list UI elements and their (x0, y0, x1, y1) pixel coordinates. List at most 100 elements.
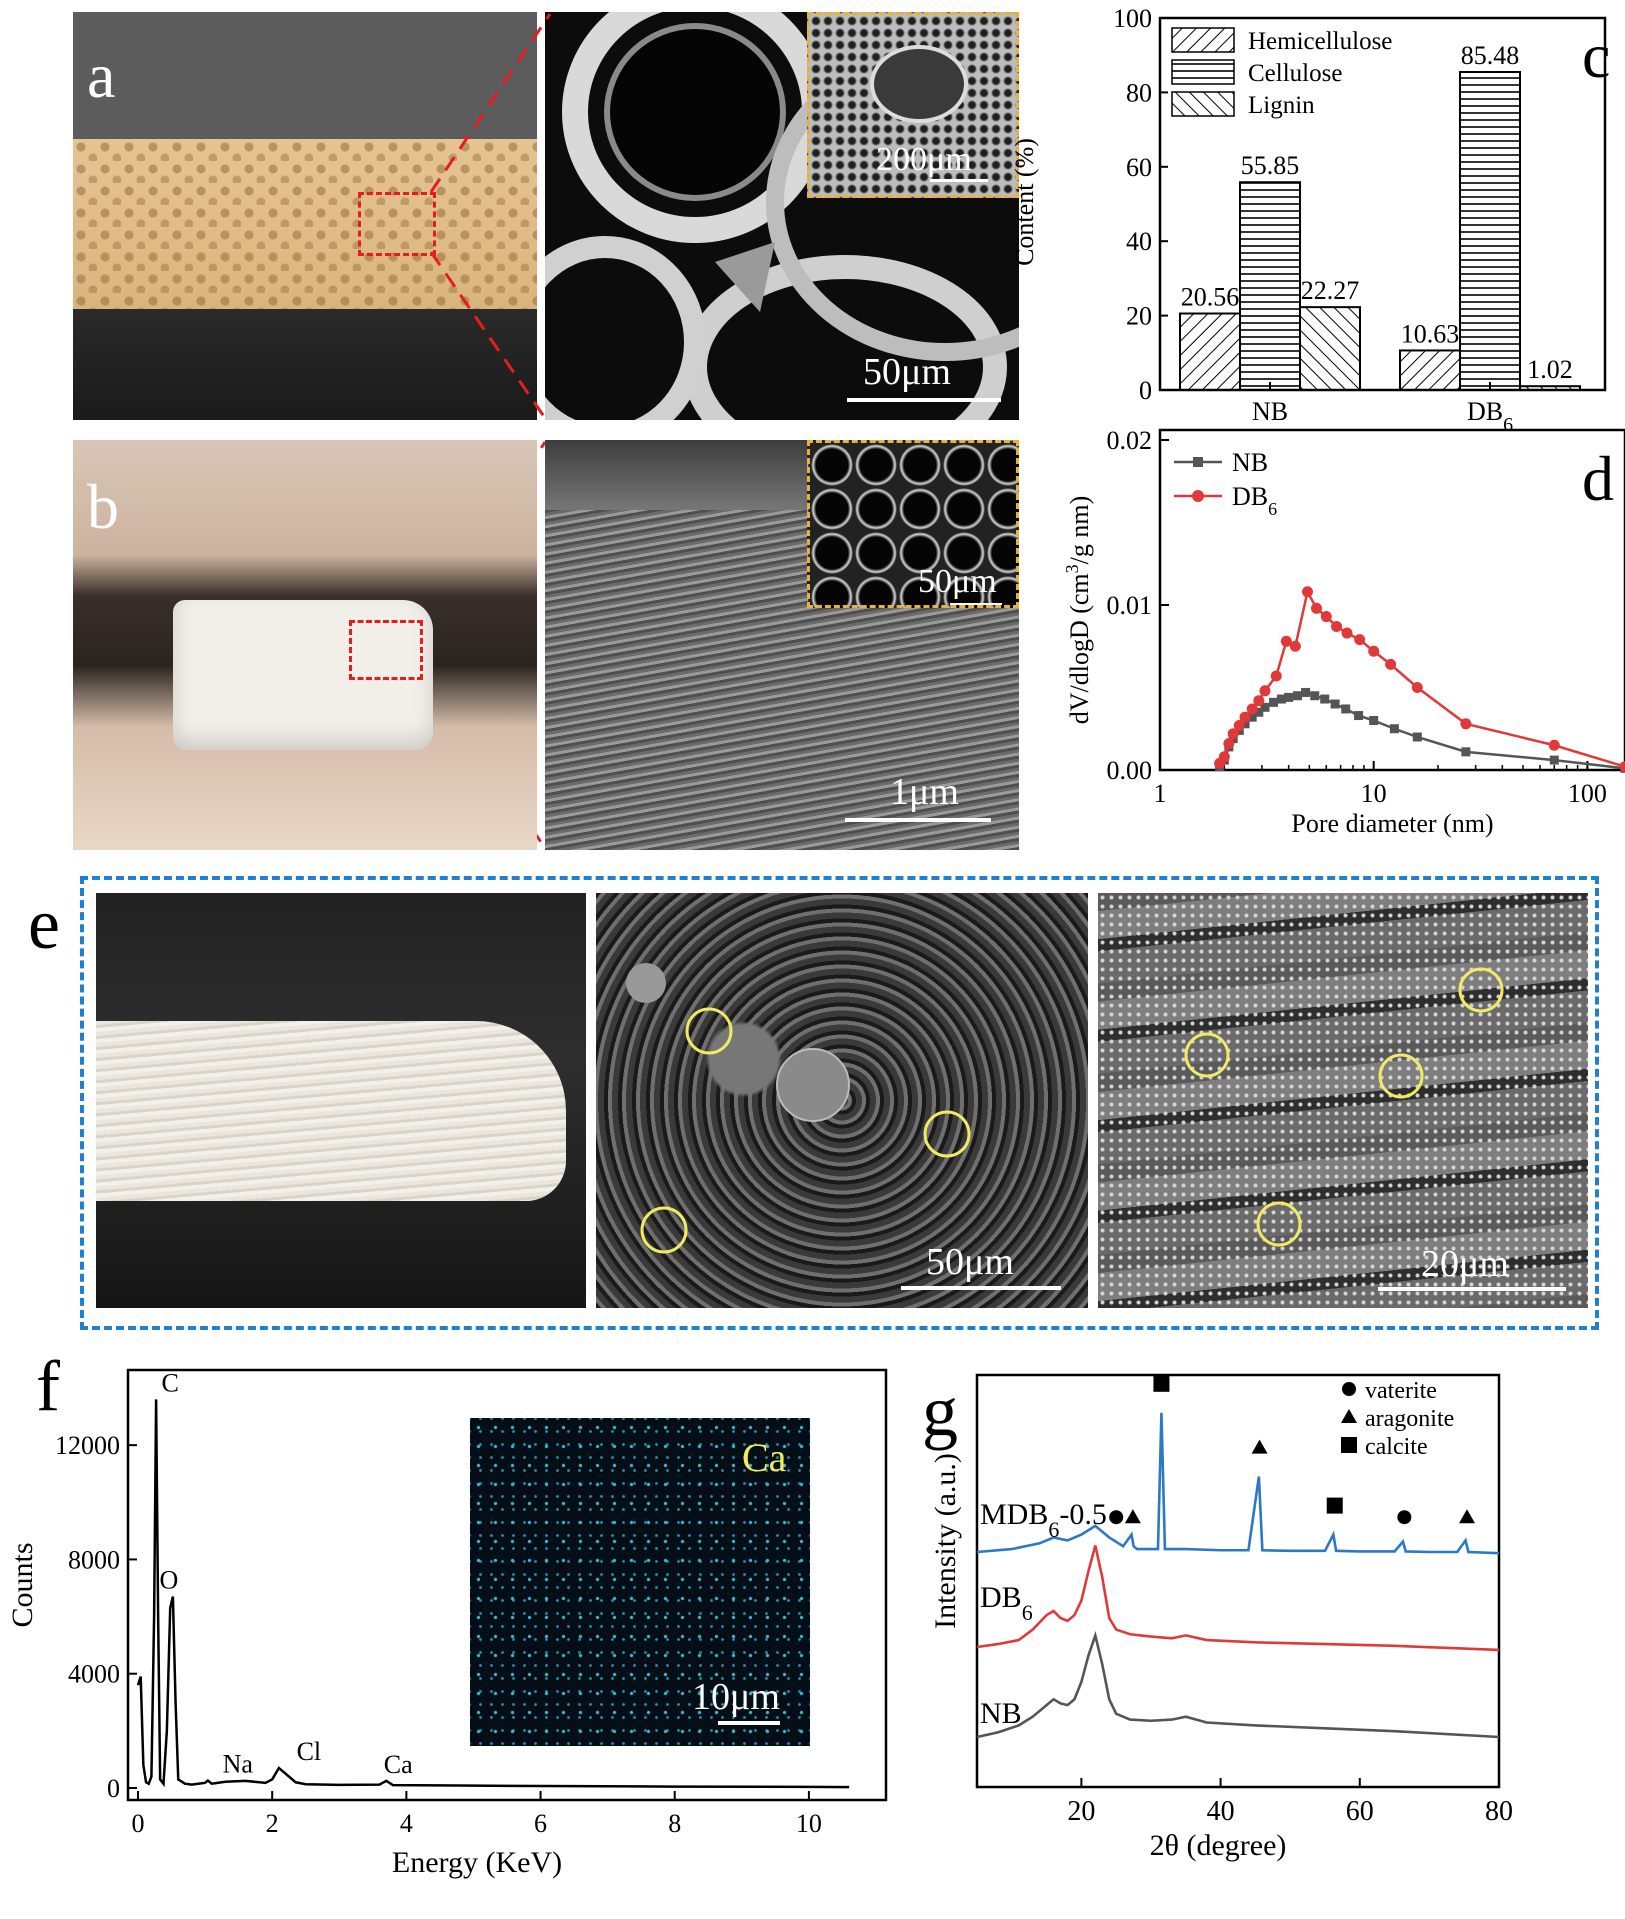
data-point-db6 (1548, 739, 1560, 751)
data-point-db6 (1368, 645, 1380, 657)
panel-b-sem: 50μm 1μm (545, 440, 1019, 850)
y-tick-label: 0 (1139, 376, 1152, 405)
y-tick-label: 80 (1126, 78, 1152, 107)
data-point-db6 (1331, 620, 1343, 632)
bar-cellulose-nb (1239, 181, 1301, 391)
aragonite-marker (1124, 1509, 1141, 1524)
panel-f-letter: f (36, 1346, 60, 1426)
data-point-nb (1341, 704, 1351, 714)
data-point-nb (1354, 711, 1364, 721)
plot-frame (1158, 16, 1607, 392)
y-tick-label: 0.02 (1107, 426, 1153, 455)
plot-frame (1158, 428, 1625, 772)
vaterite-marker (1109, 1510, 1124, 1525)
map-scale-bar (718, 1721, 780, 1725)
bar-value-label: 10.63 (1401, 319, 1460, 348)
x-tick-label: NB (1252, 397, 1288, 426)
y-axis-label: dV/dlogD (cm3/g nm) (1062, 496, 1094, 725)
x-tick-label: 20 (1067, 1796, 1095, 1827)
data-point-db6 (1223, 738, 1235, 750)
y-tick-label: 0 (107, 1774, 120, 1803)
c-ylabel-html: Content (%) (1010, 138, 1039, 266)
sem-scale-label: 20μm (1421, 1243, 1509, 1285)
ca-map: Ca 10μm (470, 1418, 810, 1746)
sem-scale-bar (1378, 1287, 1566, 1291)
data-point-nb (1284, 692, 1294, 702)
inset-scale-label: 50μm (918, 563, 997, 600)
series-label-db6: DB6 (980, 1581, 1033, 1625)
data-point-db6 (1246, 703, 1258, 715)
calcite-marker (1341, 1437, 1357, 1453)
y-axis-label: Counts (6, 1542, 39, 1627)
fiber-bundle (96, 1021, 566, 1201)
data-point-db6 (1218, 751, 1230, 763)
highlight-circles (640, 1007, 971, 1254)
aragonite-marker (1341, 1409, 1357, 1423)
x-tick-label: DB6 (1467, 397, 1513, 430)
data-point-db6 (1341, 627, 1353, 639)
data-point-nb (1369, 716, 1379, 725)
legend-swatch (1171, 27, 1235, 53)
calcite-marker (1153, 1375, 1170, 1392)
calcite-marker (1326, 1497, 1343, 1514)
y-tick-label: 20 (1126, 302, 1152, 331)
data-point-nb (1301, 687, 1311, 697)
bar-hemicellulose-nb (1179, 312, 1241, 392)
y-tick-label: 0.00 (1107, 756, 1153, 785)
panel-e-photo (96, 893, 586, 1308)
data-point-db6 (1354, 634, 1366, 646)
data-point-nb (1254, 707, 1264, 717)
bar-hemicellulose-db6 (1399, 349, 1461, 391)
data-point-db6 (1411, 682, 1423, 693)
data-point-nb (1269, 697, 1279, 707)
sem-scale-bar (847, 398, 1001, 402)
peak-label-o: O (159, 1566, 178, 1595)
legend-label: aragonite (1365, 1406, 1454, 1432)
legend-label: Lignin (1248, 92, 1315, 119)
inset-scale-bar (930, 179, 988, 182)
inset-scale-bar (950, 603, 1002, 605)
series-label-nb: NB (980, 1697, 1022, 1730)
vaterite-marker (1397, 1510, 1412, 1525)
xrd-line-nb (976, 1630, 1500, 1739)
bar-cellulose-db6 (1459, 71, 1521, 391)
legend-label: DB6 (1232, 482, 1277, 519)
x-tick-label: 0 (132, 1809, 145, 1838)
data-point-db6 (1227, 728, 1239, 740)
y-tick-label: 100 (1113, 4, 1152, 33)
data-point-db6 (1320, 611, 1332, 623)
y-tick-label: 40 (1126, 227, 1152, 256)
bamboo-strip (73, 139, 537, 309)
x-tick-label: 80 (1485, 1796, 1513, 1827)
legend-label: NB (1232, 448, 1268, 477)
x-axis-label: Energy (KeV) (392, 1846, 562, 1879)
panel-a-letter: a (87, 40, 116, 111)
peak-label-ca: Ca (384, 1750, 413, 1779)
bar-lignin-db6 (1519, 385, 1581, 391)
bar-value-label: 1.02 (1527, 355, 1573, 384)
selection-box (358, 192, 436, 256)
chart-c: 0 20 40 60 80 100 20.56 10.63 55.85 85.48 22.27 1.… (1113, 4, 1607, 430)
vaterite-marker (1342, 1382, 1356, 1396)
ca-map-label: Ca (742, 1435, 787, 1480)
peak-label-na: Na (223, 1750, 254, 1779)
panel-a-sem: 200μm 50μm (545, 12, 1019, 420)
data-point-db6 (1460, 718, 1472, 730)
x-tick-label: 40 (1207, 1796, 1235, 1827)
highlight-circles (1184, 967, 1504, 1247)
panel-e-sem1: 50μm (596, 893, 1088, 1308)
legend-label: Hemicellulose (1248, 28, 1392, 55)
x-tick-label: 2 (266, 1809, 279, 1838)
y-tick-label: 4000 (68, 1660, 120, 1689)
x-tick-label: 100 (1568, 779, 1607, 808)
legend-label: Cellulose (1248, 60, 1342, 87)
x-axis-label: 2θ (degree) (1150, 1829, 1287, 1862)
sem-scale-label: 50μm (926, 1241, 1014, 1283)
xrd-line-mdb6 (976, 1412, 1500, 1555)
panel-b-sem-inset: 50μm (807, 440, 1019, 608)
data-point-nb (1247, 712, 1257, 722)
xrd-line-db6 (976, 1545, 1500, 1652)
aragonite-marker (1251, 1439, 1268, 1454)
bar-value-label: 55.85 (1241, 151, 1300, 180)
